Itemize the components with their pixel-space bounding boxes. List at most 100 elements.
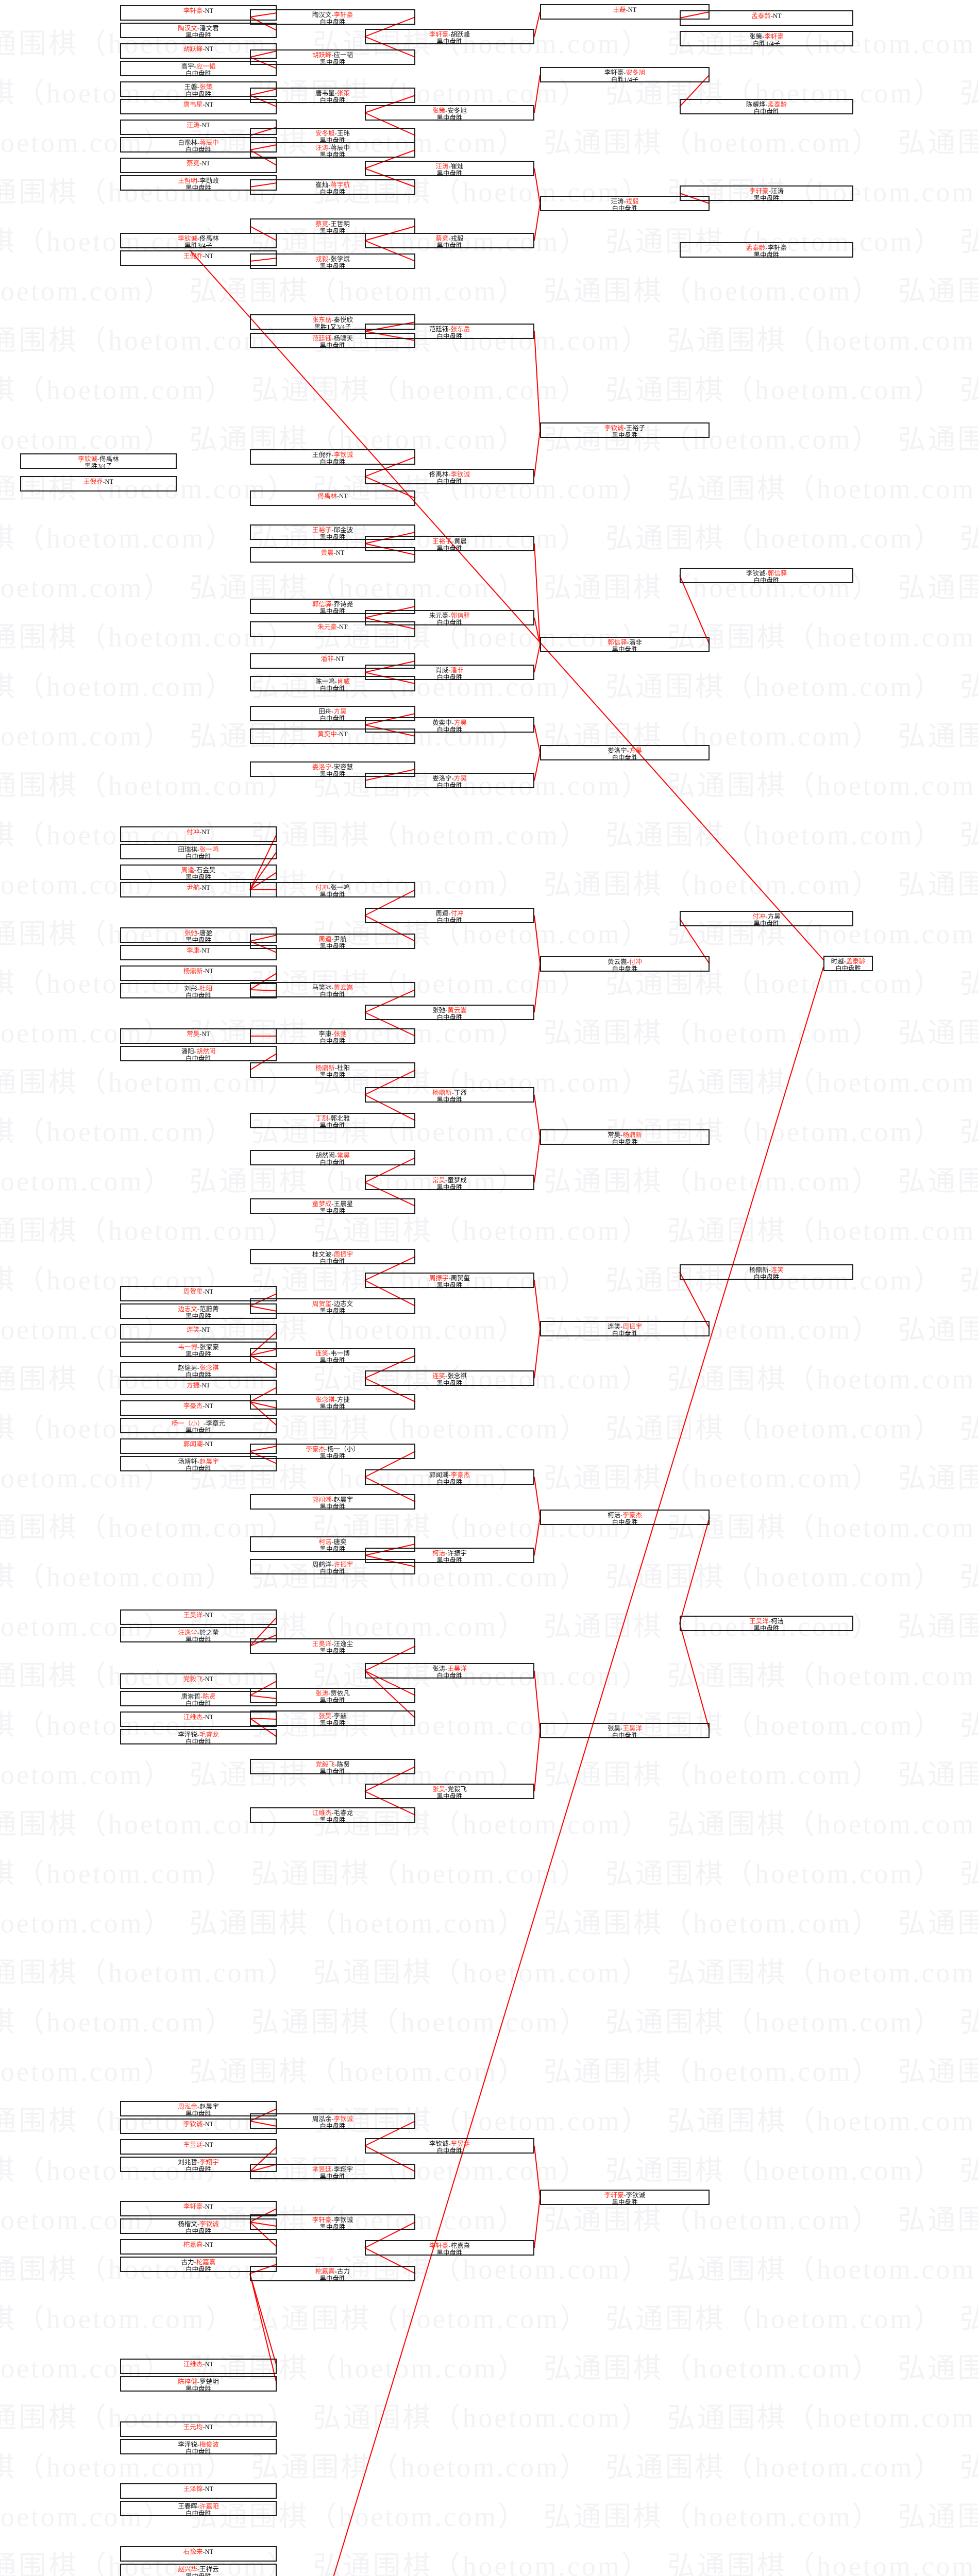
match-box[interactable]: 王元均-NT [120, 2421, 277, 2437]
match-box[interactable]: 周逵-尹航 黑中盘胜 [250, 934, 415, 950]
match-box[interactable]: 王昊洋-柯洁 黑中盘胜 [680, 1616, 853, 1632]
match-box[interactable]: 江维杰-毛睿龙 黑中盘胜 [250, 1807, 415, 1824]
match-box[interactable]: 汪逸尘-於之莹 黑中盘胜 [120, 1627, 277, 1643]
match-box[interactable]: 张弛-黄云嵩 白中盘胜 [365, 1005, 534, 1021]
match-box[interactable]: 孟泰龄-李轩豪 黑中盘胜 [680, 242, 853, 259]
match-box[interactable]: 芈昱廷-李翔宇 黑中盘胜 [250, 2164, 415, 2180]
match-box[interactable]: 李轩豪-安冬旭 白胜1/4子 [540, 67, 710, 83]
match-box[interactable]: 周贺玺-NT [120, 1286, 277, 1301]
match-box[interactable]: 崔灿-蒋宇航 白中盘胜 [250, 179, 415, 196]
match-box[interactable]: 马笑冰-黄云嵩 白中盘胜 [250, 982, 415, 998]
match-box[interactable]: 李轩豪-李钦诚 黑中盘胜 [540, 2190, 710, 2206]
match-box[interactable]: 石豫来-NT [120, 2546, 277, 2562]
match-box[interactable]: 胡然闵-常昊 白中盘胜 [250, 1150, 415, 1166]
match-box[interactable]: 孟泰龄-NT [680, 10, 853, 26]
match-box[interactable]: 潘阳-胡然闵 白中盘胜 [120, 1046, 277, 1062]
match-box[interactable]: 杨鼎新-杜阳 黑中盘胜 [250, 1062, 415, 1079]
match-box[interactable]: 王倪乔-NT [20, 476, 177, 492]
match-box[interactable]: 蔡竞-戎毅 黑中盘胜 [365, 233, 534, 249]
match-box[interactable]: 张策-李轩豪 白胜1/4子 [680, 31, 853, 47]
match-box[interactable]: 李钦诚-佟禹林 黑胜3/4子 [120, 233, 277, 249]
match-box[interactable]: 汪涛-蒋辰中 黑中盘胜 [250, 142, 415, 159]
match-box[interactable]: 唐韦星-NT [120, 99, 277, 114]
match-box[interactable]: 方捷-NT [120, 1380, 277, 1395]
match-box[interactable]: 白豫林-蒋辰中 白中盘胜 [120, 137, 277, 154]
match-box[interactable]: 韦一博-张家豪 黑中盘胜 [120, 1342, 277, 1358]
match-box[interactable]: 张昊-李赫 黑中盘胜 [250, 1710, 415, 1727]
match-box[interactable]: 陶汉文-李轩豪 白中盘胜 [250, 9, 415, 26]
match-box[interactable]: 周逵-付冲 白中盘胜 [365, 908, 534, 924]
match-box[interactable]: 田瑞祺-张一鸣 白中盘胜 [120, 844, 277, 860]
match-box[interactable]: 杨鼎新-连笑 白中盘胜 [680, 1264, 853, 1281]
match-box[interactable]: 佟禹林-李钦诚 白中盘胜 [365, 469, 534, 485]
match-box[interactable]: 李轩豪-汪涛 黑中盘胜 [680, 185, 853, 202]
match-box[interactable]: 佟禹林-NT [250, 490, 415, 506]
match-box[interactable]: 柯洁-许振宇 黑中盘胜 [365, 1548, 534, 1564]
match-box[interactable]: 娄洛宁-方昊 白中盘胜 [540, 745, 710, 761]
match-box[interactable]: 李轩豪-NT [120, 5, 277, 21]
match-box[interactable]: 王哲明-李勋政 黑中盘胜 [120, 175, 277, 192]
match-box[interactable]: 桂文波-周振宇 白中盘胜 [250, 1249, 415, 1265]
match-box[interactable]: 周振宇-周贺玺 黑中盘胜 [365, 1273, 534, 1289]
match-box[interactable]: 汪涛-崔灿 黑中盘胜 [365, 161, 534, 177]
match-box[interactable]: 丁烈-郭北雅 黑中盘胜 [250, 1113, 415, 1129]
match-box[interactable]: 时越-孟泰龄 白中盘胜 [823, 956, 873, 972]
match-box[interactable]: 郭闻潮-赵晨宇 黑中盘胜 [250, 1494, 415, 1511]
match-box[interactable]: 杨鼎新-丁烈 黑中盘胜 [365, 1087, 534, 1104]
match-box[interactable]: 蔡竞-王哲明 黑中盘胜 [250, 218, 415, 235]
match-box[interactable]: 连笑-NT [120, 1324, 277, 1340]
match-box[interactable]: 杨鼎新-NT [120, 965, 277, 981]
match-box[interactable]: 李泽锐-梅俊波 白中盘胜 [120, 2439, 277, 2455]
match-box[interactable]: 唐韦星-张策 白中盘胜 [250, 88, 415, 104]
match-box[interactable]: 李豪杰-NT [120, 1400, 277, 1416]
match-box[interactable]: 柯洁-李豪杰 白中盘胜 [540, 1510, 710, 1526]
match-box[interactable]: 童梦成-王晨星 黑中盘胜 [250, 1198, 415, 1215]
match-box[interactable]: 唐崇哲-陈贤 白中盘胜 [120, 1691, 277, 1707]
match-box[interactable]: 连笑-韦一博 黑中盘胜 [250, 1348, 415, 1364]
match-box[interactable]: 王倪乔-李钦诚 白中盘胜 [250, 449, 415, 466]
match-box[interactable]: 周泓余-赵晨宇 黑中盘胜 [120, 2101, 277, 2117]
match-box[interactable]: 周逵-石金昊 黑中盘胜 [120, 865, 277, 881]
match-box[interactable]: 周泓余-李钦诚 白中盘胜 [250, 2113, 415, 2130]
match-box[interactable]: 王春晖-许嘉阳 白中盘胜 [120, 2501, 277, 2517]
match-box[interactable]: 赵健男-张念祺 白中盘胜 [120, 1362, 277, 1379]
match-box[interactable]: 芈昱廷-NT [120, 2139, 277, 2155]
match-box[interactable]: 江维杰-NT [120, 2359, 277, 2374]
match-box[interactable]: 戎毅-张学斌 黑中盘胜 [250, 253, 415, 270]
match-box[interactable]: 肖威-潘非 白中盘胜 [365, 665, 534, 681]
match-box[interactable]: 黄云嵩-付冲 白中盘胜 [540, 956, 710, 973]
match-box[interactable]: 连笑-张念祺 黑中盘胜 [365, 1370, 534, 1387]
match-box[interactable]: 李钦诚-郭信驿 白中盘胜 [680, 568, 853, 584]
match-box[interactable]: 郭闻潮-李豪杰 白中盘胜 [365, 1469, 534, 1486]
match-box[interactable]: 陈梓健-罗楚玥 黑中盘胜 [120, 2376, 277, 2393]
match-box[interactable]: 汤靖轩-赵晨宇 白中盘胜 [120, 1456, 277, 1472]
match-box[interactable]: 刘兆哲-李翔宇 白中盘胜 [120, 2157, 277, 2173]
match-box[interactable]: 李轩豪-胡跃峰 黑中盘胜 [365, 29, 534, 45]
match-box[interactable]: 党毅飞-NT [120, 1673, 277, 1689]
match-box[interactable]: 刘彤-杜阳 白中盘胜 [120, 983, 277, 999]
match-box[interactable]: 张昊-党毅飞 黑中盘胜 [365, 1784, 534, 1800]
match-box[interactable]: 柁嘉熹-古力 黑中盘胜 [250, 2266, 415, 2282]
match-box[interactable]: 赵兴华-王祥云黑中盘胜 [120, 2564, 277, 2576]
match-box[interactable]: 高宇-应一韬 白中盘胜 [120, 61, 277, 77]
match-box[interactable]: 朱元豪-郭信驿 白中盘胜 [365, 610, 534, 626]
match-box[interactable]: 周贺玺-边志文 黑中盘胜 [250, 1298, 415, 1315]
match-box[interactable]: 杨一（小）-李章元 黑中盘胜 [120, 1418, 277, 1434]
match-box[interactable]: 张涛-贾依凡 黑中盘胜 [250, 1688, 415, 1704]
match-box[interactable]: 黄奕中-方昊 白中盘胜 [365, 717, 534, 734]
match-box[interactable]: 王磐-张策 白中盘胜 [120, 81, 277, 98]
match-box[interactable]: 李康-张弛 白中盘胜 [250, 1028, 415, 1045]
match-box[interactable]: 陈耀烨-孟泰龄 白中盘胜 [680, 99, 853, 115]
match-box[interactable]: 李轩豪-柁嘉熹 黑中盘胜 [365, 2240, 534, 2257]
match-box[interactable]: 张策-安冬旭 黑中盘胜 [365, 105, 534, 122]
match-box[interactable]: 张念祺-方捷 黑中盘胜 [250, 1394, 415, 1411]
match-box[interactable]: 王昊洋-汪逸尘 黑中盘胜 [250, 1638, 415, 1655]
match-box[interactable]: 王泽锦-NT [120, 2483, 277, 2499]
match-box[interactable]: 李钦诚-王裕子 黑中盘胜 [540, 422, 710, 439]
match-box[interactable]: 张涛-王昊洋 白中盘胜 [365, 1663, 534, 1680]
match-box[interactable]: 连笑-周振宇 白中盘胜 [540, 1321, 710, 1337]
match-box[interactable]: 胡跃峰-应一韬 黑中盘胜 [250, 49, 415, 66]
match-box[interactable]: 娄洛宁-方昊 白中盘胜 [365, 773, 534, 789]
match-box[interactable]: 李豪杰-杨一（小） 黑中盘胜 [250, 1444, 415, 1460]
match-box[interactable]: 王裕子-黄晨 黑中盘胜 [365, 536, 534, 552]
